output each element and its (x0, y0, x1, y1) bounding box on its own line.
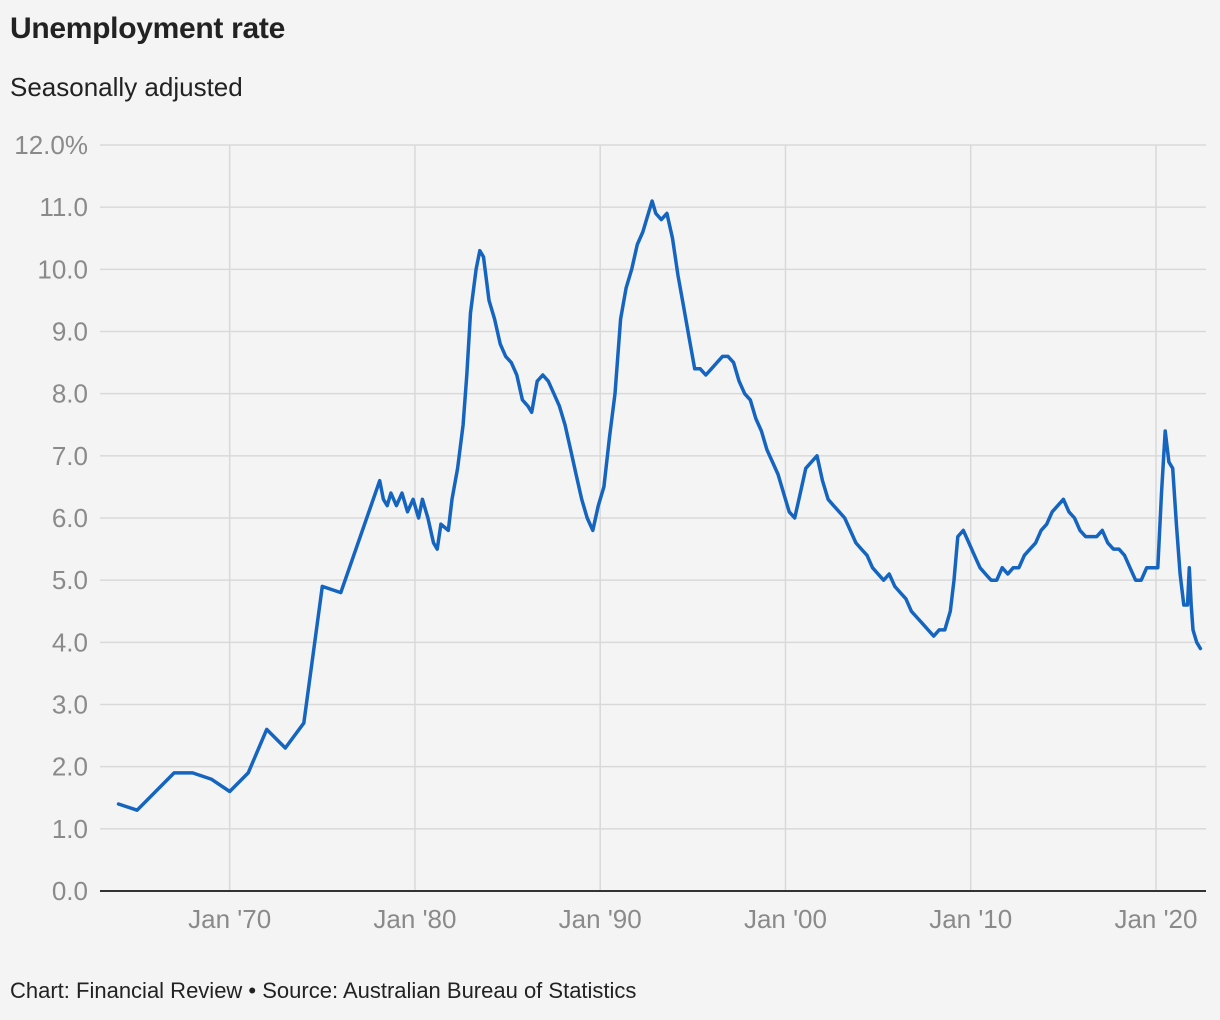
axes: 0.0 1.0 2.0 3.0 4.0 5.0 6.0 7.0 8.0 9.0 10.0 11.0 12… (14, 130, 1206, 934)
y-tick-label: 11.0 (39, 192, 88, 222)
y-tick-label: 12.0% (14, 130, 88, 160)
y-tick-label: 7.0 (52, 441, 88, 471)
y-tick-label: 8.0 (52, 379, 88, 409)
y-tick-label: 4.0 (52, 627, 88, 657)
x-tick-label: Jan '20 (1114, 904, 1197, 934)
y-tick-label: 6.0 (52, 503, 88, 533)
x-tick-label: Jan '70 (188, 904, 271, 934)
chart-subtitle: Seasonally adjusted (10, 72, 243, 102)
x-tick-label: Jan '90 (559, 904, 642, 934)
y-tick-label: 0.0 (52, 876, 88, 906)
y-tick-label: 3.0 (52, 690, 88, 720)
y-tick-label: 10.0 (37, 254, 88, 284)
y-tick-label: 1.0 (52, 814, 88, 844)
y-tick-label: 9.0 (52, 317, 88, 347)
series-line (116, 199, 1203, 812)
chart-source: Chart: Financial Review • Source: Austra… (10, 978, 637, 1003)
y-tick-label: 5.0 (52, 565, 88, 595)
y-tick-label: 2.0 (52, 752, 88, 782)
grid (100, 144, 1206, 891)
x-tick-label: Jan '10 (929, 904, 1012, 934)
series (116, 199, 1203, 812)
x-tick-label: Jan '80 (373, 904, 456, 934)
chart-title: Unemployment rate (10, 12, 285, 45)
x-tick-label: Jan '00 (744, 904, 827, 934)
